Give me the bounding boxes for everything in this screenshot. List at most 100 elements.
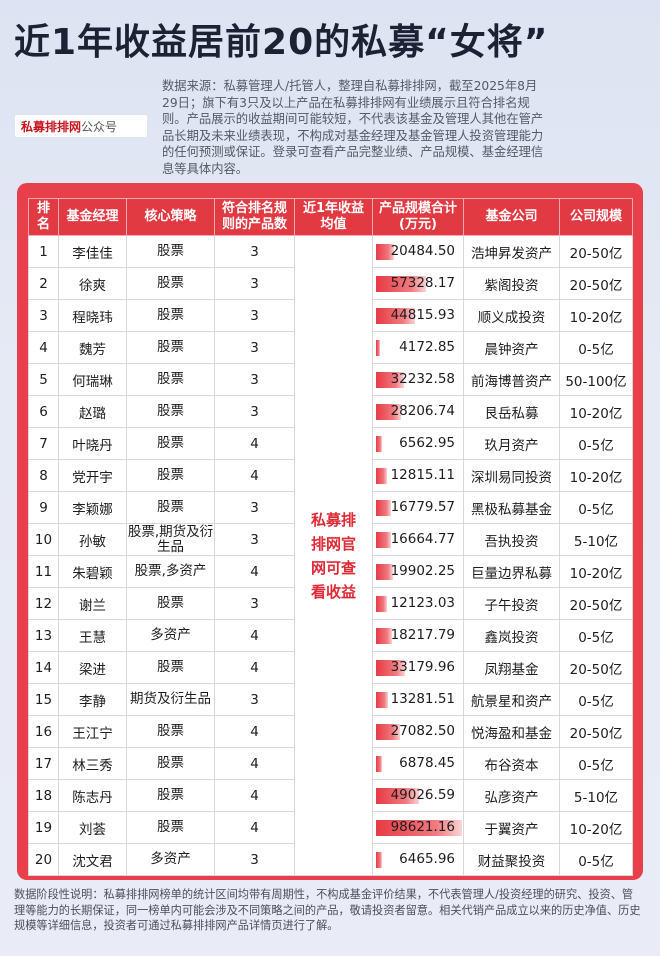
cell-scale: 12815.11 bbox=[372, 459, 464, 492]
cell-company-size: 20-50亿 bbox=[559, 235, 633, 268]
scale-value: 44815.93 bbox=[390, 307, 455, 323]
cell-company: 玖月资产 bbox=[463, 427, 560, 460]
cell-scale: 16664.77 bbox=[372, 523, 464, 556]
cell-strategy: 股票 bbox=[126, 395, 215, 428]
brand-suffix: 公众号 bbox=[81, 119, 118, 134]
cell-company: 凤翔基金 bbox=[463, 651, 560, 684]
cell-manager: 李静 bbox=[58, 683, 127, 716]
scale-bar bbox=[376, 756, 382, 772]
data-source-note: 数据来源：私募管理人/托管人，整理自私募排排网，截至2025年8月29日；旗下有… bbox=[162, 79, 544, 176]
cell-company-size: 0-5亿 bbox=[559, 491, 633, 524]
header-company-size: 公司规模 bbox=[559, 198, 633, 236]
cell-manager: 孙敏 bbox=[58, 523, 127, 556]
scale-bar bbox=[376, 340, 380, 356]
cell-company-size: 20-50亿 bbox=[559, 715, 633, 748]
scale-value: 33179.96 bbox=[390, 659, 455, 675]
cell-company-size: 0-5亿 bbox=[559, 747, 633, 780]
cell-company-size: 20-50亿 bbox=[559, 267, 633, 300]
cell-rank: 1 bbox=[28, 235, 59, 268]
return-note-line: 看收益 bbox=[310, 582, 356, 601]
table-row: 14 梁进 股票 4 33179.96 凤翔基金 20-50亿 bbox=[28, 651, 633, 684]
cell-scale: 13281.51 bbox=[372, 683, 464, 716]
cell-product-count: 4 bbox=[214, 715, 295, 748]
scale-bar bbox=[376, 564, 394, 580]
cell-rank: 17 bbox=[28, 747, 59, 780]
header-product-count: 符合排名规则的产品数 bbox=[214, 198, 295, 236]
cell-company: 黑极私募基金 bbox=[463, 491, 560, 524]
scale-bar bbox=[376, 404, 401, 420]
cell-company: 鑫岚投资 bbox=[463, 619, 560, 652]
scale-bar bbox=[376, 724, 400, 740]
table-row: 15 李静 期货及衍生品 3 13281.51 航景星和资产 0-5亿 bbox=[28, 683, 633, 716]
cell-scale: 18217.79 bbox=[372, 619, 464, 652]
cell-manager: 朱碧颖 bbox=[58, 555, 127, 588]
cell-rank: 3 bbox=[28, 299, 59, 332]
scale-value: 12123.03 bbox=[390, 595, 455, 611]
cell-product-count: 4 bbox=[214, 779, 295, 812]
cell-scale: 98621.16 bbox=[372, 811, 464, 844]
cell-company-size: 10-20亿 bbox=[559, 459, 633, 492]
table-row: 5 何瑞琳 股票 3 32232.58 前海博普资产 50-100亿 bbox=[28, 363, 633, 396]
scale-bar bbox=[376, 372, 405, 388]
scale-bar bbox=[376, 468, 388, 484]
table-row: 12 谢兰 股票 3 12123.03 子午投资 20-50亿 bbox=[28, 587, 633, 620]
cell-rank: 4 bbox=[28, 331, 59, 364]
cell-company-size: 10-20亿 bbox=[559, 299, 633, 332]
cell-company: 深圳易同投资 bbox=[463, 459, 560, 492]
cell-rank: 20 bbox=[28, 843, 59, 876]
scale-value: 49026.59 bbox=[390, 787, 455, 803]
scale-value: 16664.77 bbox=[390, 531, 455, 547]
table-row: 2 徐爽 股票 3 57328.17 紫阁投资 20-50亿 bbox=[28, 267, 633, 300]
cell-scale: 57328.17 bbox=[372, 267, 464, 300]
cell-strategy: 股票 bbox=[126, 267, 215, 300]
scale-value: 6562.95 bbox=[399, 435, 455, 451]
cell-rank: 15 bbox=[28, 683, 59, 716]
cell-rank: 12 bbox=[28, 587, 59, 620]
scale-value: 12815.11 bbox=[390, 467, 455, 483]
cell-company: 吾执投资 bbox=[463, 523, 560, 556]
cell-rank: 14 bbox=[28, 651, 59, 684]
cell-strategy: 股票 bbox=[126, 235, 215, 268]
cell-scale: 6465.96 bbox=[372, 843, 464, 876]
scale-bar bbox=[376, 276, 426, 292]
cell-company-size: 10-20亿 bbox=[559, 395, 633, 428]
cell-scale: 16779.57 bbox=[372, 491, 464, 524]
table-row: 10 孙敏 股票,期货及衍生品 3 16664.77 吾执投资 5-10亿 bbox=[28, 523, 633, 556]
disclaimer-note: 数据阶段性说明：私募排排网榜单的统计区间均带有周期性，不构成基金评价结果，不代表… bbox=[14, 888, 641, 932]
cell-company-size: 20-50亿 bbox=[559, 587, 633, 620]
scale-bar bbox=[376, 788, 419, 804]
cell-strategy: 多资产 bbox=[126, 843, 215, 876]
table-row: 8 党开宇 股票 4 12815.11 深圳易同投资 10-20亿 bbox=[28, 459, 633, 492]
cell-strategy: 股票 bbox=[126, 779, 215, 812]
header-rank: 排名 bbox=[28, 198, 59, 236]
cell-product-count: 3 bbox=[214, 395, 295, 428]
cell-manager: 何瑞琳 bbox=[58, 363, 127, 396]
cell-product-count: 3 bbox=[214, 299, 295, 332]
cell-company: 子午投资 bbox=[463, 587, 560, 620]
page-title: 近1年收益居前20的私募“女将” bbox=[14, 22, 549, 63]
header-return-avg: 近1年收益均值 bbox=[294, 198, 373, 236]
cell-manager: 叶晓丹 bbox=[58, 427, 127, 460]
cell-scale: 12123.03 bbox=[372, 587, 464, 620]
cell-company-size: 50-100亿 bbox=[559, 363, 633, 396]
cell-product-count: 4 bbox=[214, 651, 295, 684]
scale-bar bbox=[376, 532, 391, 548]
cell-product-count: 3 bbox=[214, 363, 295, 396]
brand-name: 私募排排网 bbox=[21, 119, 82, 134]
scale-value: 19902.25 bbox=[390, 563, 455, 579]
cell-scale: 32232.58 bbox=[372, 363, 464, 396]
cell-scale: 6562.95 bbox=[372, 427, 464, 460]
cell-rank: 8 bbox=[28, 459, 59, 492]
cell-company-size: 10-20亿 bbox=[559, 811, 633, 844]
return-note-line: 排网官 bbox=[310, 534, 356, 553]
cell-product-count: 4 bbox=[214, 459, 295, 492]
header-strategy: 核心策略 bbox=[126, 198, 215, 236]
header-scale: 产品规模合计(万元) bbox=[372, 198, 464, 236]
cell-rank: 9 bbox=[28, 491, 59, 524]
table-row: 3 程晓玮 股票 3 44815.93 顺义成投资 10-20亿 bbox=[28, 299, 633, 332]
cell-manager: 谢兰 bbox=[58, 587, 127, 620]
cell-rank: 11 bbox=[28, 555, 59, 588]
cell-company: 财益聚投资 bbox=[463, 843, 560, 876]
table-row: 20 沈文君 多资产 3 6465.96 财益聚投资 0-5亿 bbox=[28, 843, 633, 876]
cell-manager: 程晓玮 bbox=[58, 299, 127, 332]
